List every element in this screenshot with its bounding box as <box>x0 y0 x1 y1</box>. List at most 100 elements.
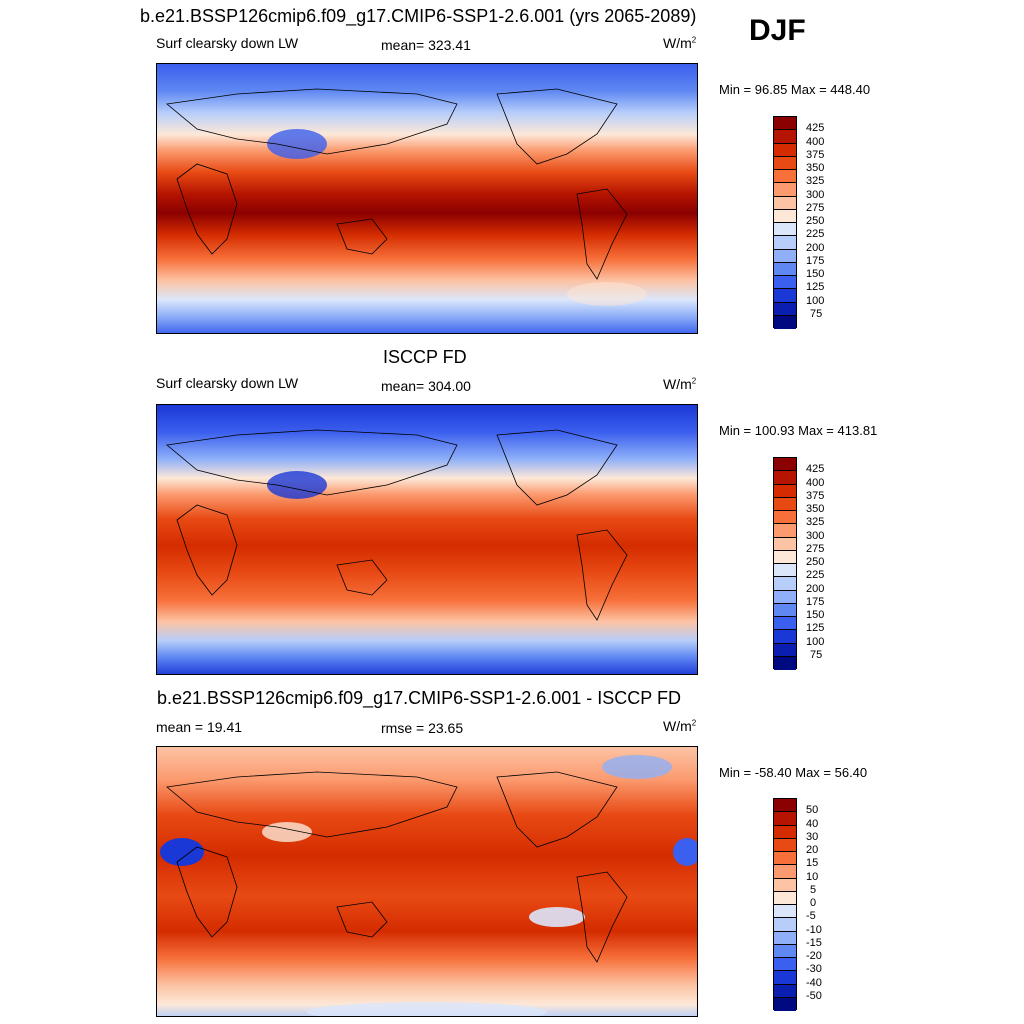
panel-2-units: W/m2 <box>663 376 697 392</box>
panel-2-map <box>156 404 698 675</box>
panel-3-minmax: Min = -58.40 Max = 56.40 <box>719 765 868 780</box>
colorbar-3-tick: -40 <box>806 977 822 989</box>
panel-3-rmse-label: rmse = 23.65 <box>381 720 464 736</box>
colorbar-1-swatch <box>774 289 796 303</box>
colorbar-2-tick: 300 <box>806 530 825 542</box>
panel-2-variable-label: Surf clearsky down LW <box>156 375 299 391</box>
colorbar-2-swatch <box>774 590 796 604</box>
colorbar-3-swatch <box>774 984 796 998</box>
colorbar-3-tick: 15 <box>806 857 819 869</box>
colorbar-2-swatch <box>774 511 796 525</box>
colorbar-3-tick: -30 <box>806 963 822 975</box>
panel-2-title: ISCCP FD <box>383 347 467 367</box>
colorbar-1-swatch <box>774 196 796 210</box>
panel-2-colorbar <box>773 457 797 670</box>
panel-3-mean-label: mean = 19.41 <box>156 719 243 735</box>
colorbar-2-tick: 125 <box>806 622 825 634</box>
colorbar-1-tick: 225 <box>806 228 825 240</box>
colorbar-1-swatch <box>774 262 796 276</box>
colorbar-2-swatch <box>774 617 796 631</box>
colorbar-1-swatch <box>774 276 796 290</box>
colorbar-1-swatch <box>774 209 796 223</box>
panel-2-mean-label: mean= 304.00 <box>381 378 471 394</box>
colorbar-1-tick: 150 <box>806 268 825 280</box>
colorbar-2-swatch <box>774 603 796 617</box>
colorbar-1-swatch <box>774 249 796 263</box>
colorbar-1-tick: 100 <box>806 295 825 307</box>
colorbar-3-swatch <box>774 918 796 932</box>
colorbar-3-tick: -50 <box>806 990 822 1002</box>
panel-1-map <box>156 63 698 334</box>
colorbar-3-tick: 20 <box>806 844 819 856</box>
colorbar-1-tick: 175 <box>806 255 825 267</box>
colorbar-1-tick: 400 <box>806 136 825 148</box>
colorbar-1-swatch <box>774 117 796 131</box>
colorbar-3-swatch <box>774 997 796 1011</box>
colorbar-2-tick: 350 <box>806 503 825 515</box>
colorbar-1-tick: 300 <box>806 189 825 201</box>
season-label: DJF <box>749 14 806 47</box>
colorbar-1-swatch <box>774 130 796 144</box>
colorbar-3-swatch <box>774 958 796 972</box>
colorbar-3-tick: 10 <box>806 871 819 883</box>
colorbar-2-swatch <box>774 643 796 657</box>
colorbar-3-swatch <box>774 825 796 839</box>
colorbar-1-tick: 275 <box>806 202 825 214</box>
colorbar-3-swatch <box>774 852 796 866</box>
colorbar-2-tick: 425 <box>806 463 825 475</box>
colorbar-3-swatch <box>774 905 796 919</box>
colorbar-3-tick: -20 <box>806 950 822 962</box>
panel-2-minmax: Min = 100.93 Max = 413.81 <box>719 423 878 438</box>
colorbar-2-tick: 225 <box>806 569 825 581</box>
panel-1-minmax: Min = 96.85 Max = 448.40 <box>719 82 871 97</box>
colorbar-1-tick: 250 <box>806 215 825 227</box>
colorbar-1-swatch <box>774 183 796 197</box>
colorbar-2-swatch <box>774 471 796 485</box>
panel-3-units: W/m2 <box>663 718 697 734</box>
colorbar-2-tick: 250 <box>806 556 825 568</box>
colorbar-3-tick: 50 <box>806 804 819 816</box>
colorbar-3-swatch <box>774 931 796 945</box>
colorbar-3-tick: -5 <box>806 910 816 922</box>
panel-1-colorbar <box>773 116 797 329</box>
colorbar-3-swatch <box>774 838 796 852</box>
colorbar-1-swatch <box>774 156 796 170</box>
colorbar-3-swatch <box>774 799 796 813</box>
colorbar-2-tick: 75 <box>810 649 823 661</box>
colorbar-3-swatch <box>774 878 796 892</box>
colorbar-3-tick: 40 <box>806 818 819 830</box>
colorbar-2-tick: 100 <box>806 636 825 648</box>
colorbar-1-tick: 200 <box>806 242 825 254</box>
colorbar-2-tick: 200 <box>806 583 825 595</box>
colorbar-2-swatch <box>774 458 796 472</box>
panel-1-title: b.e21.BSSP126cmip6.f09_g17.CMIP6-SSP1-2.… <box>140 6 697 26</box>
colorbar-3-swatch <box>774 891 796 905</box>
colorbar-1-tick: 375 <box>806 149 825 161</box>
panel-3-map <box>156 746 698 1017</box>
panel-1-mean-label: mean= 323.41 <box>381 37 471 53</box>
colorbar-1-tick: 75 <box>810 308 823 320</box>
colorbar-3-swatch <box>774 865 796 879</box>
colorbar-2-swatch <box>774 524 796 538</box>
colorbar-3-tick: 0 <box>810 897 817 909</box>
colorbar-2-swatch <box>774 630 796 644</box>
colorbar-1-swatch <box>774 143 796 157</box>
panel-3-colorbar <box>773 798 797 1011</box>
colorbar-2-swatch <box>774 550 796 564</box>
colorbar-1-tick: 425 <box>806 122 825 134</box>
colorbar-3-tick: -10 <box>806 924 822 936</box>
colorbar-2-tick: 175 <box>806 596 825 608</box>
colorbar-2-tick: 375 <box>806 490 825 502</box>
colorbar-2-swatch <box>774 497 796 511</box>
colorbar-2-tick: 150 <box>806 609 825 621</box>
panel-1-variable-label: Surf clearsky down LW <box>156 35 299 51</box>
colorbar-2-swatch <box>774 564 796 578</box>
colorbar-3-tick: -15 <box>806 937 822 949</box>
colorbar-3-swatch <box>774 944 796 958</box>
colorbar-2-swatch <box>774 577 796 591</box>
colorbar-3-swatch <box>774 812 796 826</box>
colorbar-1-tick: 125 <box>806 281 825 293</box>
colorbar-2-tick: 275 <box>806 543 825 555</box>
colorbar-2-swatch <box>774 656 796 670</box>
colorbar-2-tick: 325 <box>806 516 825 528</box>
